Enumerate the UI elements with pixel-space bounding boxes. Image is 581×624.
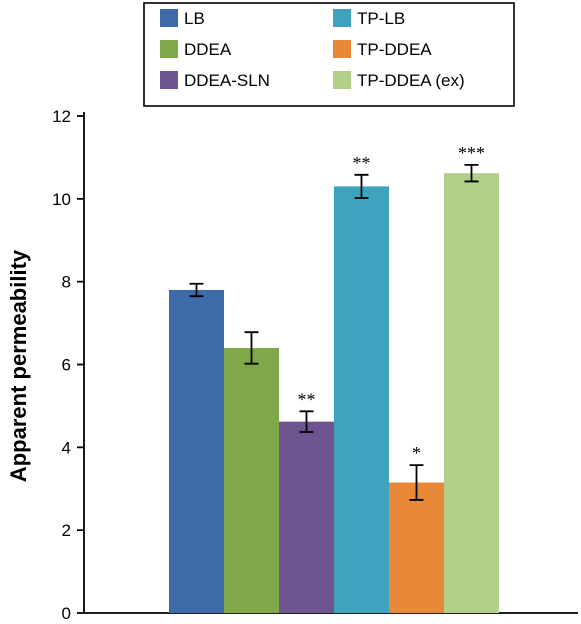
significance-marker: ** <box>298 389 316 409</box>
error-bar <box>244 331 259 365</box>
legend-swatch <box>333 40 351 58</box>
bar-ddea <box>224 347 279 613</box>
bar-ddea-sln <box>279 421 334 613</box>
y-tick-label: 4 <box>62 438 71 457</box>
y-tick-label: 8 <box>62 273 71 292</box>
y-tick-label: 6 <box>62 356 71 375</box>
bar-tp-ddea <box>389 482 444 613</box>
legend-label: TP-LB <box>357 9 405 28</box>
legend-swatch <box>160 40 178 58</box>
error-bars <box>189 163 479 501</box>
error-bar <box>354 173 369 199</box>
y-tick-label: 0 <box>62 604 71 623</box>
legend-swatch <box>333 71 351 89</box>
y-tick-label: 12 <box>52 107 71 126</box>
y-axis-label: Apparent permeability <box>6 249 31 482</box>
legend-box <box>143 2 515 107</box>
y-tick-label: 2 <box>62 521 71 540</box>
legend-swatch <box>160 9 178 27</box>
bars <box>169 173 499 614</box>
legend-label: LB <box>184 9 205 28</box>
significance-marker: ** <box>353 153 371 173</box>
legend-label: DDEA <box>184 40 232 59</box>
bar-tp-ddea-ex <box>444 173 499 613</box>
legend: LB TP-LB DDEA TP-DDEA DDEA-SLN TP-DDEA (ex) <box>143 2 515 107</box>
significance-markers: ******** <box>298 143 486 463</box>
error-bar <box>189 282 204 298</box>
bar-tp-lb <box>334 186 389 614</box>
legend-swatch <box>160 71 178 89</box>
legend-label: DDEA-SLN <box>184 71 270 90</box>
legend-label: TP-DDEA (ex) <box>357 71 465 90</box>
y-ticks: 0 2 4 6 8 10 12 <box>52 107 84 623</box>
error-bar <box>409 464 424 501</box>
error-bar <box>464 163 479 183</box>
error-bar <box>299 410 314 433</box>
legend-label: TP-DDEA <box>357 40 432 59</box>
significance-marker: * <box>412 443 421 463</box>
bar-lb <box>169 289 224 613</box>
y-tick-label: 10 <box>52 190 71 209</box>
significance-marker: *** <box>458 143 485 163</box>
legend-swatch <box>333 9 351 27</box>
